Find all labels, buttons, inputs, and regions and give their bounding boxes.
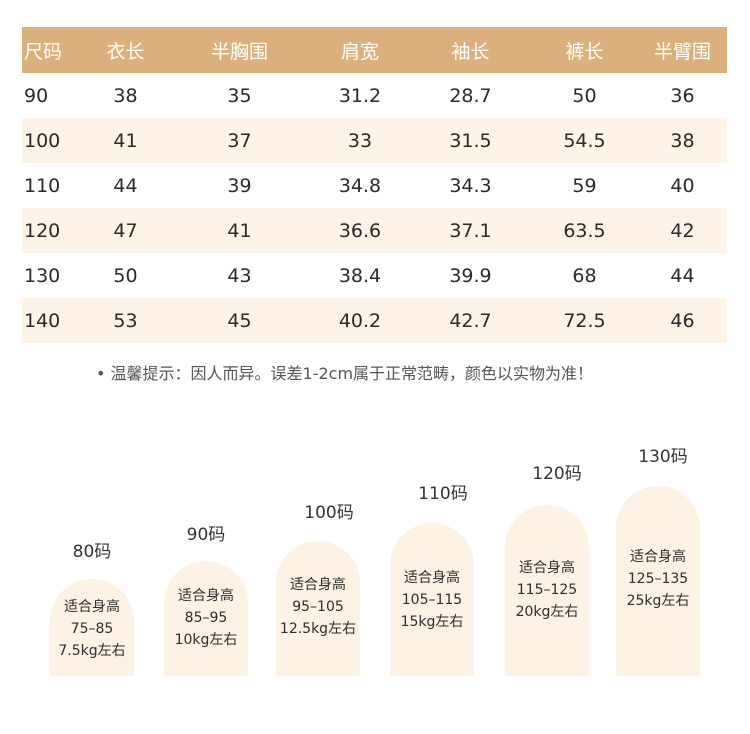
header-sleeve: 袖长 (451, 40, 490, 63)
table-cell: 38 (113, 84, 138, 107)
table-cell: 40.2 (338, 309, 382, 332)
size-card-80: 适合身高 75–85 7.5kg左右 (50, 579, 134, 676)
weight-value: 25kg左右 (626, 593, 690, 609)
size-card-100: 适合身高 95–105 12.5kg左右 (276, 541, 360, 676)
table-cell: 44 (113, 174, 138, 197)
height-range: 125–135 (627, 571, 689, 587)
table-cell: 34.3 (449, 174, 492, 197)
table-row: 140 53 45 40.2 42.7 72.5 46 (22, 298, 727, 343)
table-cell: 42 (670, 219, 695, 242)
tip-note: • 温馨提示：因人而异。误差1-2cm属于正常范畴，颜色以实物为准！ (96, 364, 594, 383)
table-cell: 140 (24, 309, 61, 332)
table-cell: 39 (227, 174, 252, 197)
table-cell: 130 (24, 264, 61, 287)
header-shoulder: 肩宽 (340, 40, 379, 63)
weight-value: 10kg左右 (174, 632, 238, 648)
fit-height-label: 适合身高 (290, 577, 346, 593)
table-cell: 110 (24, 174, 61, 197)
table-row: 110 44 39 34.8 34.3 59 40 (22, 163, 727, 208)
table-cell: 44 (670, 264, 695, 287)
fit-height-label: 适合身高 (404, 570, 460, 586)
size-card-120: 适合身高 115–125 20kg左右 (505, 505, 589, 676)
table-row: 100 41 37 33 31.5 54.5 38 (22, 118, 727, 163)
table-cell: 36 (670, 84, 695, 107)
table-cell: 39.9 (449, 264, 492, 287)
table-cell: 90 (24, 84, 49, 107)
table-cell: 63.5 (563, 219, 606, 242)
fit-height-label: 适合身高 (630, 549, 686, 565)
table-cell: 68 (572, 264, 597, 287)
table-cell: 31.2 (338, 84, 382, 107)
table-cell: 120 (24, 219, 61, 242)
size-label-110: 110码 (418, 484, 468, 504)
table-cell: 50 (572, 84, 597, 107)
table-cell: 36.6 (338, 219, 382, 242)
table-cell: 28.7 (449, 84, 492, 107)
table-cell: 100 (24, 129, 61, 152)
table-row: 90 38 35 31.2 28.7 50 36 (22, 73, 727, 118)
header-size: 尺码 (24, 40, 63, 63)
header-half-arm: 半臂围 (653, 40, 711, 63)
table-cell: 37.1 (449, 219, 492, 242)
table-cell: 31.5 (449, 129, 492, 152)
table-cell: 33 (347, 129, 373, 152)
table-cell: 53 (113, 309, 138, 332)
table-cell: 46 (670, 309, 695, 332)
size-card-130: 适合身高 125–135 25kg左右 (616, 486, 700, 676)
size-label-130: 130码 (638, 447, 688, 467)
table-cell: 45 (227, 309, 252, 332)
height-range: 115–125 (516, 582, 578, 598)
header-half-chest: 半胸围 (210, 40, 268, 63)
table-cell: 41 (113, 129, 138, 152)
table-cell: 54.5 (563, 129, 606, 152)
weight-value: 7.5kg左右 (58, 643, 126, 659)
fit-height-label: 适合身高 (178, 588, 234, 604)
table-cell: 38.4 (338, 264, 382, 287)
size-label-90: 90码 (186, 525, 226, 545)
size-chart-table: 尺码 衣长 半胸围 肩宽 袖长 裤长 半臂围 90 38 35 31.2 28.… (22, 27, 727, 343)
table-cell: 37 (227, 129, 252, 152)
header-pants-length: 裤长 (565, 40, 604, 63)
table-cell: 41 (227, 219, 252, 242)
size-label-100: 100码 (304, 503, 354, 523)
table-row: 130 50 43 38.4 39.9 68 44 (22, 253, 727, 298)
size-label-80: 80码 (72, 542, 112, 562)
height-range: 75–85 (70, 621, 114, 637)
table-cell: 43 (227, 264, 252, 287)
height-range: 105–115 (401, 592, 463, 608)
table-cell: 35 (227, 84, 252, 107)
table-cell: 50 (113, 264, 138, 287)
table-cell: 40 (670, 174, 695, 197)
table-cell: 38 (670, 129, 695, 152)
size-card-110: 适合身高 105–115 15kg左右 (390, 523, 474, 676)
table-header-row: 尺码 衣长 半胸围 肩宽 袖长 裤长 半臂围 (22, 27, 727, 73)
fit-height-label: 适合身高 (64, 599, 120, 615)
height-range: 85–95 (184, 610, 228, 626)
size-card-90: 适合身高 85–95 10kg左右 (164, 561, 248, 676)
weight-value: 20kg左右 (515, 604, 579, 620)
table-cell: 47 (113, 219, 138, 242)
fit-height-label: 适合身高 (519, 560, 575, 576)
table-cell: 42.7 (449, 309, 492, 332)
weight-value: 12.5kg左右 (279, 621, 357, 637)
weight-value: 15kg左右 (400, 614, 464, 630)
table-cell: 59 (572, 174, 597, 197)
table-cell: 72.5 (563, 309, 606, 332)
size-label-120: 120码 (532, 464, 582, 484)
height-range: 95–105 (292, 599, 344, 615)
table-cell: 34.8 (338, 174, 382, 197)
header-length: 衣长 (106, 40, 145, 63)
table-row: 120 47 41 36.6 37.1 63.5 42 (22, 208, 727, 253)
